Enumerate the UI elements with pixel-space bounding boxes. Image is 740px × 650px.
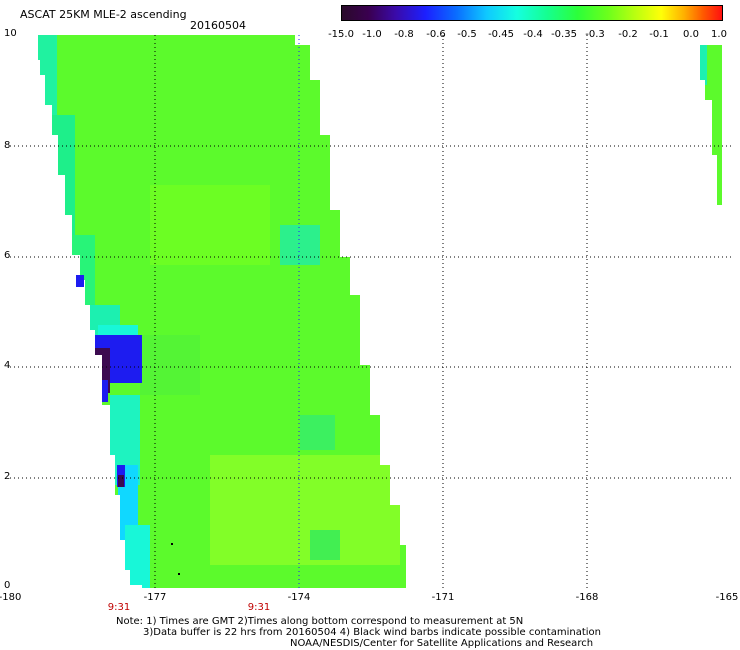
colorbar-label: -0.1 xyxy=(649,29,669,40)
swath-patch xyxy=(280,225,320,265)
swath-edge xyxy=(125,525,150,588)
x-tick-label: -180 xyxy=(0,592,22,603)
x-tick-label: -165 xyxy=(715,592,739,603)
swath-edge xyxy=(50,115,75,235)
colorbar: -15.0 -1.0 -0.8 -0.6 -0.5 -0.45 -0.4 -0.… xyxy=(328,5,727,40)
swath-patch xyxy=(310,530,340,560)
map-date: 20160504 xyxy=(190,19,246,32)
swath-low xyxy=(100,380,108,402)
colorbar-label: -0.3 xyxy=(585,29,605,40)
note-line-3: NOAA/NESDIS/Center for Satellite Applica… xyxy=(290,638,594,649)
swath-main xyxy=(38,35,406,588)
wind-barb-mark xyxy=(171,543,173,545)
map-title: ASCAT 25KM MLE-2 ascending xyxy=(20,8,187,21)
swath-edge xyxy=(38,35,57,115)
time-label: 9:31 xyxy=(107,602,131,613)
swath-patch xyxy=(300,415,335,450)
swath-low-pixel xyxy=(118,475,124,487)
x-tick-label: -174 xyxy=(287,592,311,603)
colorbar-label: -0.6 xyxy=(426,29,446,40)
map-plot xyxy=(10,35,732,588)
colorbar-label: -1.0 xyxy=(362,29,382,40)
x-tick-label: -171 xyxy=(431,592,455,603)
swath-patch xyxy=(150,185,270,265)
swath-right-edge xyxy=(700,45,707,85)
colorbar-label: -0.5 xyxy=(457,29,477,40)
colorbar-label: 1.0 xyxy=(711,29,727,40)
note-line-2: 3)Data buffer is 22 hrs from 20160504 4)… xyxy=(143,627,601,638)
swath-low-pixel xyxy=(76,275,84,287)
swath-right-fill xyxy=(700,45,722,205)
wind-barb-mark xyxy=(178,573,180,575)
colorbar-label: -0.8 xyxy=(394,29,414,40)
colorbar-label: 0.0 xyxy=(683,29,699,40)
swath-patch xyxy=(210,455,400,565)
colorbar-gradient xyxy=(341,5,723,21)
swath-patch xyxy=(140,335,200,395)
swath-low xyxy=(92,335,142,383)
colorbar-label: -0.4 xyxy=(523,29,543,40)
colorbar-label: -0.45 xyxy=(488,29,514,40)
y-tick-label: 6 xyxy=(4,250,11,261)
colorbar-label: -0.2 xyxy=(618,29,638,40)
note-line-1: Note: 1) Times are GMT 2)Times along bot… xyxy=(116,616,524,627)
y-tick-label: 4 xyxy=(4,360,11,371)
y-tick-label: 2 xyxy=(4,471,11,482)
x-tick-label: -177 xyxy=(143,592,167,603)
y-tick-label: 8 xyxy=(4,140,11,151)
map-grid xyxy=(10,35,732,588)
swath-edge xyxy=(70,235,95,305)
colorbar-label: -0.35 xyxy=(551,29,577,40)
y-tick-label: 0 xyxy=(4,580,11,591)
colorbar-label: -15.0 xyxy=(328,29,354,40)
time-label: 9:31 xyxy=(247,602,271,613)
y-tick-label: 10 xyxy=(4,28,17,39)
swath-right xyxy=(700,45,722,205)
x-tick-label: -168 xyxy=(575,592,599,603)
